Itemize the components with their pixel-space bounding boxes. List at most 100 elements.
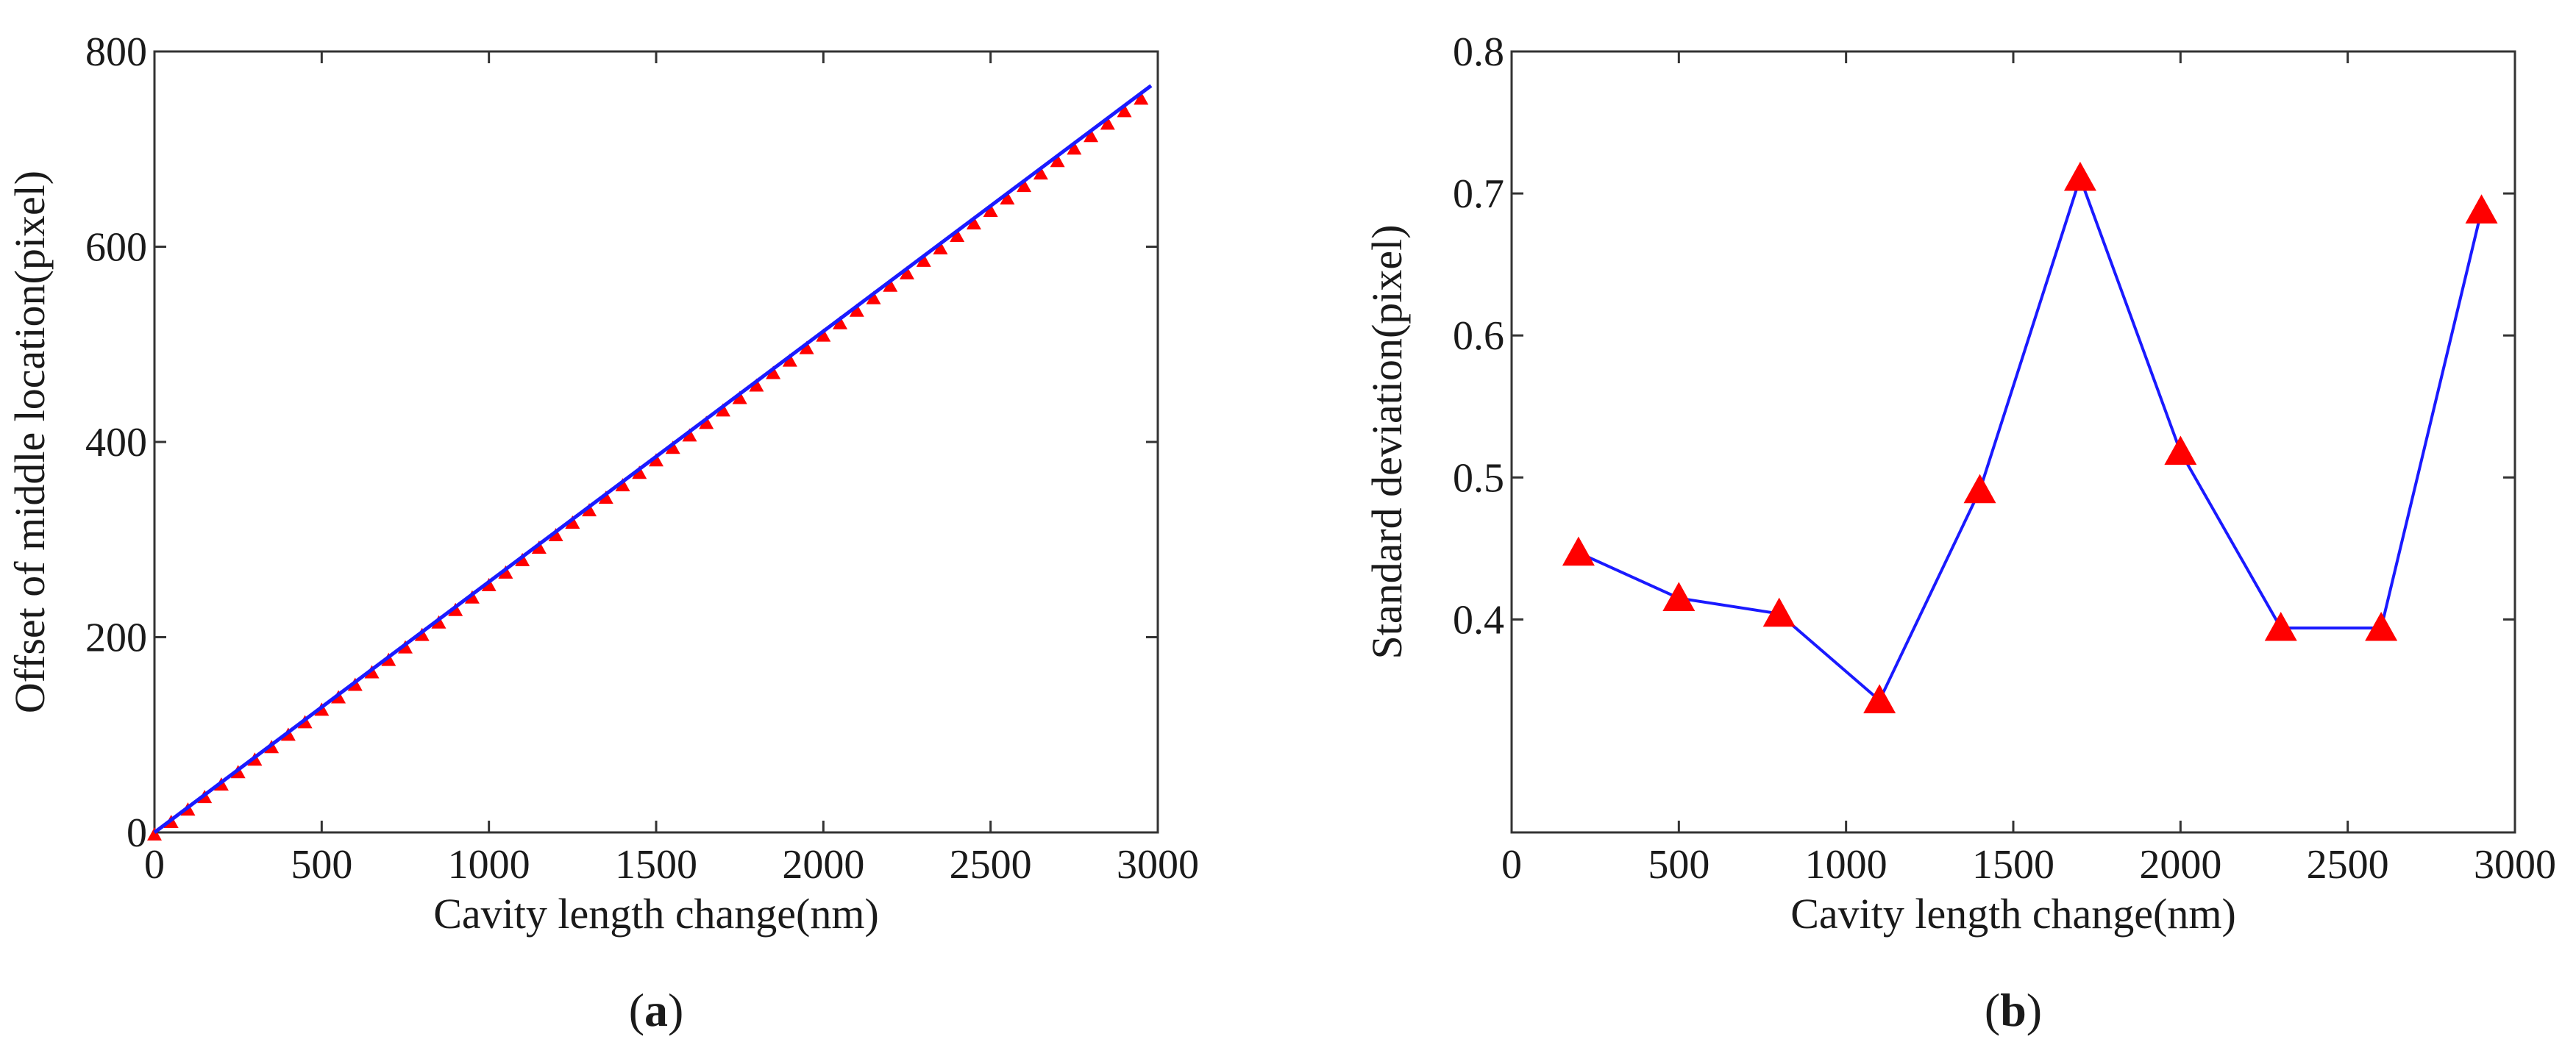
y-tick-label: 0.5 xyxy=(1453,455,1504,501)
data-point-marker xyxy=(916,253,931,267)
data-point-marker xyxy=(900,265,914,279)
data-point-marker xyxy=(866,290,881,304)
x-tick-label: 500 xyxy=(1648,842,1709,888)
panel-a-y-axis-label: Offset of middle location(pixel) xyxy=(6,171,54,713)
y-tick-label: 0.8 xyxy=(1453,29,1504,75)
x-tick-label: 1000 xyxy=(448,842,530,888)
x-tick-label: 3000 xyxy=(1117,842,1199,888)
x-tick-label: 2500 xyxy=(2307,842,2389,888)
data-point-marker xyxy=(1134,91,1149,105)
data-point-marker xyxy=(782,353,797,367)
data-point-marker xyxy=(582,503,597,517)
panel-a: 0 500 1000 1500 2000 2500 3000 0 200 400 600 800 Ca… xyxy=(6,29,1199,1036)
panel-a-caption: (a) xyxy=(629,984,684,1036)
y-tick-label: 0.4 xyxy=(1453,597,1504,643)
panel-a-ticks xyxy=(153,50,1159,834)
data-point-marker xyxy=(565,515,580,529)
data-point-marker xyxy=(1100,116,1115,130)
x-tick-label: 3000 xyxy=(2474,842,2556,888)
data-point-marker xyxy=(966,216,981,230)
data-point-marker xyxy=(1863,684,1896,714)
data-point-marker xyxy=(1762,597,1796,627)
x-tick-label: 2500 xyxy=(950,842,1032,888)
x-tick-label: 2000 xyxy=(2139,842,2221,888)
data-point-marker xyxy=(2365,611,2398,641)
y-tick-label: 0.6 xyxy=(1453,313,1504,359)
panel-a-plot-area xyxy=(153,50,1159,834)
data-point-marker xyxy=(498,565,513,579)
data-point-marker xyxy=(1084,129,1099,143)
data-point-marker xyxy=(1050,154,1065,168)
data-point-marker xyxy=(1117,104,1132,118)
data-point-marker xyxy=(849,303,864,317)
data-point-marker xyxy=(766,365,781,379)
x-tick-label: 500 xyxy=(291,842,352,888)
data-point-marker xyxy=(615,478,630,492)
data-point-marker xyxy=(515,552,530,566)
y-tick-label: 400 xyxy=(85,420,147,465)
data-point-marker xyxy=(598,490,613,504)
data-point-marker xyxy=(749,378,764,392)
data-point-marker xyxy=(2164,435,2197,465)
panel-b-plot-area xyxy=(1510,50,2516,834)
panel-a-tick-labels: 0 500 1000 1500 2000 2500 3000 0 200 400 600 800 xyxy=(85,29,1199,888)
data-point-marker xyxy=(883,278,898,292)
data-point-marker xyxy=(699,415,714,429)
data-point-marker xyxy=(1017,179,1032,193)
data-point-marker xyxy=(548,527,563,541)
data-point-marker xyxy=(481,577,497,591)
y-tick-label: 0 xyxy=(127,810,147,856)
y-tick-label: 600 xyxy=(85,225,147,271)
data-point-marker xyxy=(431,615,446,629)
data-point-marker xyxy=(833,315,848,329)
panel-b-x-axis-label: Cavity length change(nm) xyxy=(1790,890,2236,938)
y-tick-label: 200 xyxy=(85,615,147,661)
series-line xyxy=(153,84,1153,835)
data-point-marker xyxy=(933,240,948,254)
data-point-marker xyxy=(398,640,413,654)
data-point-marker xyxy=(732,390,747,404)
x-tick-label: 2000 xyxy=(782,842,864,888)
x-tick-label: 0 xyxy=(144,842,165,888)
data-point-marker xyxy=(1000,191,1015,205)
data-point-marker xyxy=(414,627,430,641)
panel-b: 0 500 1000 1500 2000 2500 30000.40.50.60.70.8 … xyxy=(1363,29,2556,1036)
data-point-marker xyxy=(2063,161,2096,191)
panel-b-marks xyxy=(1562,161,2498,714)
panel-b-caption: (b) xyxy=(1985,984,2042,1036)
data-point-marker xyxy=(799,340,814,354)
data-point-marker xyxy=(682,428,697,442)
data-point-marker xyxy=(147,827,162,841)
data-point-marker xyxy=(715,403,730,417)
data-point-marker xyxy=(464,590,480,604)
data-point-marker xyxy=(381,652,396,666)
data-point-marker xyxy=(632,465,647,479)
data-point-marker xyxy=(2465,194,2498,224)
data-point-marker xyxy=(1562,536,1595,566)
panel-b-ticks xyxy=(1510,50,2516,832)
series-line xyxy=(1578,173,2483,703)
data-point-marker xyxy=(2264,611,2297,641)
data-point-marker xyxy=(665,440,680,454)
data-point-marker xyxy=(1662,582,1696,611)
data-point-marker xyxy=(649,453,663,467)
panel-a-x-axis-label: Cavity length change(nm) xyxy=(433,890,879,938)
y-tick-label: 800 xyxy=(85,29,147,75)
panel-b-tick-labels: 0 500 1000 1500 2000 2500 3000 0.4 0.5 0.6 0.7 0.8 xyxy=(1453,29,2556,888)
data-point-marker xyxy=(816,328,831,342)
data-point-marker xyxy=(531,540,547,554)
panel-b-caption-letter: b xyxy=(2000,984,2027,1036)
x-tick-label: 1500 xyxy=(1972,842,2054,888)
data-point-marker xyxy=(1067,141,1082,155)
y-tick-label: 0.7 xyxy=(1453,171,1504,217)
panel-a-marks xyxy=(147,84,1153,841)
panel-a-caption-letter: a xyxy=(644,984,668,1036)
data-point-marker xyxy=(1963,474,1996,504)
data-point-marker xyxy=(448,602,463,616)
data-point-marker xyxy=(950,228,965,242)
x-tick-label: 1000 xyxy=(1805,842,1887,888)
x-tick-label: 1500 xyxy=(615,842,697,888)
data-point-marker xyxy=(983,204,998,218)
x-tick-label: 0 xyxy=(1501,842,1522,888)
